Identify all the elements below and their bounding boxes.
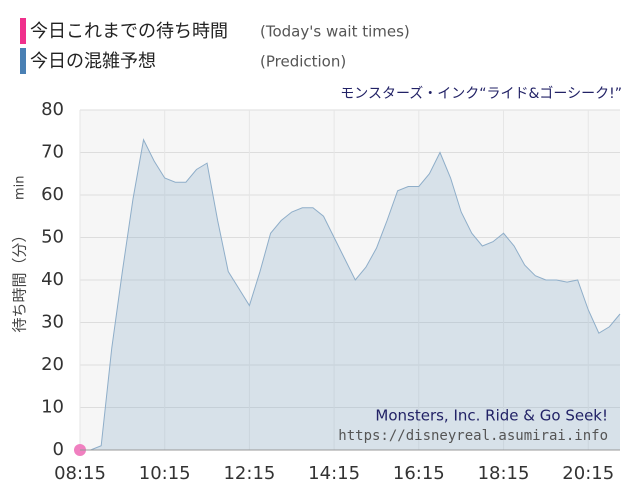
x-tick-label: 08:15: [54, 463, 106, 484]
x-tick-label: 14:15: [308, 463, 360, 484]
y-tick-label: 60: [41, 184, 64, 205]
area-fill: [80, 139, 620, 450]
chart-title: モンスターズ・インク“ライド&ゴーシーク!”: [340, 85, 622, 102]
y-tick-label: 10: [41, 397, 64, 418]
legend-label: 今日の混雑予想: [30, 51, 156, 72]
annotation: https://disneyreal.asumirai.info: [338, 428, 608, 444]
x-tick-label: 18:15: [478, 463, 530, 484]
y-tick-label: 70: [41, 142, 64, 163]
x-tick-label: 20:15: [562, 463, 614, 484]
legend-swatch: [20, 48, 26, 74]
x-tick-label: 10:15: [139, 463, 191, 484]
y-tick-label: 30: [41, 312, 64, 333]
legend-swatch: [20, 18, 26, 44]
annotation: Monsters, Inc. Ride & Go Seek!: [375, 407, 608, 425]
legend-label-en: (Prediction): [260, 53, 346, 71]
x-tick-label: 16:15: [393, 463, 445, 484]
area-line: [80, 138, 621, 451]
x-tick-label: 12:15: [223, 463, 275, 484]
y-tick-label: 40: [41, 269, 64, 290]
y-tick-label: 0: [53, 439, 64, 460]
legend-label: 今日これまでの待ち時間: [30, 21, 228, 42]
y-tick-label: 20: [41, 354, 64, 375]
legend-label-en: (Today's wait times): [260, 23, 410, 41]
y-tick-label: 80: [41, 99, 64, 120]
y-axis-unit: min: [13, 175, 28, 200]
y-tick-label: 50: [41, 227, 64, 248]
y-axis-label: 待ち時間（分）: [11, 227, 29, 332]
